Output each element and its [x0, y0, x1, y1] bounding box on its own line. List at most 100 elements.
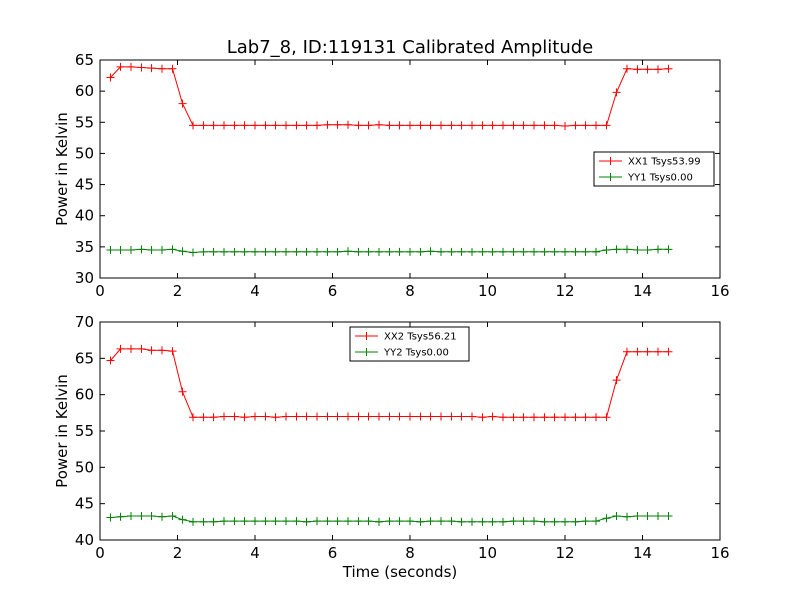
- data-point: [375, 247, 383, 256]
- legend-marker: [606, 157, 615, 165]
- data-point: [292, 517, 301, 526]
- data-point: [602, 121, 611, 130]
- data-point: [643, 245, 652, 254]
- data-point: [468, 247, 476, 256]
- data-point: [633, 347, 642, 356]
- data-point: [550, 413, 559, 422]
- data-point: [592, 121, 600, 130]
- data-point: [137, 512, 146, 521]
- data-point: [168, 347, 177, 356]
- data-point: [447, 412, 456, 421]
- x-tick-label: 12: [555, 544, 574, 562]
- data-point: [602, 245, 611, 254]
- data-point: [385, 412, 394, 421]
- data-point: [406, 247, 414, 256]
- data-point: [178, 515, 187, 524]
- data-point: [437, 121, 445, 130]
- data-point: [240, 247, 249, 256]
- x-tick-label: 10: [478, 544, 497, 562]
- data-point: [478, 517, 487, 526]
- data-point: [416, 121, 425, 130]
- data-point: [581, 517, 590, 526]
- data-point: [116, 62, 125, 71]
- data-point: [168, 245, 177, 254]
- data-point: [530, 517, 538, 526]
- data-point: [354, 121, 363, 130]
- data-point: [395, 412, 404, 421]
- data-point: [106, 356, 115, 365]
- data-point: [313, 412, 321, 421]
- y-tick-label: 55: [75, 422, 94, 440]
- y-tick-label: 65: [75, 349, 94, 367]
- data-point: [116, 245, 125, 254]
- data-point: [592, 517, 600, 526]
- legend-entry: XX2 Tsys56.21: [384, 332, 457, 343]
- data-point: [581, 247, 590, 256]
- data-point: [333, 412, 342, 421]
- data-point: [457, 517, 466, 526]
- x-tick-label: 12: [555, 282, 574, 300]
- data-point: [209, 517, 218, 526]
- data-point: [426, 247, 435, 256]
- data-point: [251, 247, 259, 256]
- data-point: [354, 517, 363, 526]
- data-point: [633, 512, 642, 521]
- plot-bottom: 0 2 4 6 8 10 12 14 16 40 45 50 55 60 65 70 Power in Kelv…: [53, 313, 730, 581]
- data-point: [230, 517, 239, 526]
- legend-box: [593, 151, 715, 187]
- data-point: [147, 346, 156, 355]
- data-point: [344, 247, 352, 256]
- y-tick-label: 60: [75, 386, 94, 404]
- data-point: [447, 517, 456, 526]
- data-point: [623, 512, 631, 521]
- data-point: [271, 121, 280, 130]
- data-point: [395, 247, 404, 256]
- data-point: [612, 512, 621, 521]
- data-point: [127, 344, 135, 353]
- data-point: [519, 121, 528, 130]
- data-point: [344, 412, 352, 421]
- data-point: [375, 517, 383, 526]
- legend: XX2 Tsys56.21 YY2 Tsys0.00: [349, 326, 470, 362]
- data-point: [592, 247, 600, 256]
- x-tick-label: 2: [173, 544, 183, 562]
- data-point: [457, 412, 466, 421]
- data-point: [302, 247, 311, 256]
- data-point: [488, 517, 497, 526]
- data-point: [602, 514, 611, 523]
- data-point: [571, 413, 580, 422]
- data-point: [189, 248, 197, 257]
- data-point: [612, 376, 621, 385]
- data-point: [519, 517, 528, 526]
- legend: XX1 Tsys53.99 YY1 Tsys0.00: [593, 151, 715, 187]
- data-point: [602, 413, 611, 422]
- data-point: [540, 121, 549, 130]
- series-2-plot-2: [106, 512, 673, 526]
- data-point: [147, 245, 156, 254]
- data-point: [426, 517, 435, 526]
- y-tick-label: 45: [75, 176, 94, 194]
- data-point: [406, 517, 414, 526]
- data-point: [240, 517, 249, 526]
- data-point: [323, 412, 332, 421]
- legend-entry: YY2 Tsys0.00: [383, 348, 449, 359]
- data-point: [230, 412, 239, 421]
- data-point: [643, 65, 652, 74]
- data-point: [158, 512, 166, 521]
- data-point: [488, 121, 497, 130]
- data-point: [313, 247, 321, 256]
- data-point: [271, 413, 280, 422]
- data-point: [106, 73, 115, 82]
- data-point: [189, 121, 197, 130]
- data-point: [447, 247, 456, 256]
- data-point: [344, 120, 352, 129]
- data-point: [127, 245, 135, 254]
- data-point: [530, 247, 538, 256]
- data-point: [664, 245, 673, 254]
- data-point: [530, 413, 538, 422]
- data-point: [561, 413, 569, 422]
- data-point: [664, 347, 673, 356]
- data-point: [654, 347, 662, 356]
- data-point: [478, 413, 487, 422]
